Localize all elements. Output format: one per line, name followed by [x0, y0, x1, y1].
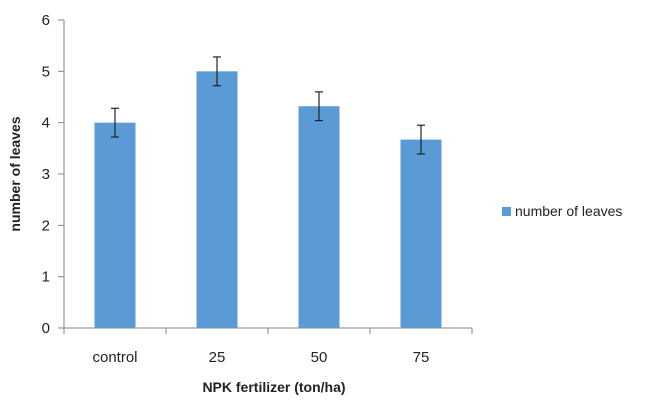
y-axis: 0 1 2 3 4 5 6	[42, 12, 65, 337]
x-tick-label: 25	[209, 349, 226, 366]
error-bars	[111, 56, 425, 155]
bars	[94, 71, 442, 329]
y-tick-label: 1	[42, 269, 50, 286]
x-tick-label: 50	[311, 349, 328, 366]
y-tick-label: 2	[42, 217, 50, 234]
legend-label: number of leaves	[515, 203, 622, 219]
bar	[400, 139, 442, 328]
bar	[196, 71, 238, 328]
y-tick-label: 4	[42, 115, 50, 132]
bar	[94, 122, 136, 329]
x-axis-title: NPK fertilizer (ton/ha)	[202, 379, 345, 395]
legend: number of leaves	[502, 203, 622, 219]
x-tick-label: 75	[413, 349, 430, 366]
y-tick-label: 5	[42, 63, 50, 80]
y-tick-label: 6	[42, 12, 50, 29]
legend-swatch	[502, 207, 511, 216]
x-axis: control 25 50 75	[63, 327, 473, 366]
y-tick-label: 3	[42, 166, 50, 183]
x-tick-label: control	[92, 349, 137, 366]
y-tick-label: 0	[42, 320, 50, 337]
bar	[298, 106, 340, 329]
y-axis-title: number of leaves	[7, 116, 23, 231]
